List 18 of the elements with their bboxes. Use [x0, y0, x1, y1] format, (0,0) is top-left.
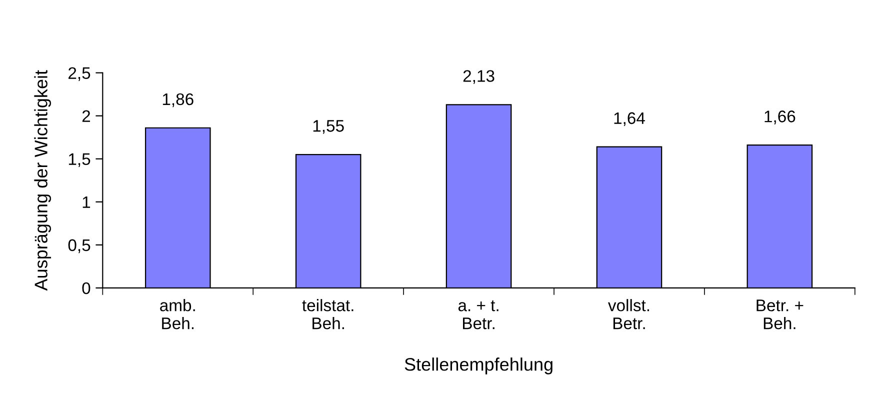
x-tick-label: Betr. + Beh. [756, 300, 804, 330]
y-tick-label: 0,5 [68, 239, 90, 254]
x-tick-label: teilstat. Beh. [302, 299, 354, 330]
y-tick-label: 1 [82, 196, 90, 208]
x-tick-label: amb. Beh. [160, 299, 195, 330]
y-tick-label: 0 [82, 282, 90, 294]
x-tick-label: vollst. Betr. [608, 299, 650, 330]
data-label: 1,86 [162, 93, 194, 108]
y-tick-label: 2 [82, 110, 90, 122]
x-tick-label: a. + t. Betr. [458, 300, 498, 330]
data-label: 1,64 [614, 112, 645, 126]
y-tick-label: 2,5 [68, 67, 90, 81]
y-axis-title: Ausprägung der Wichtigkeit [34, 70, 52, 291]
x-axis-title: Stellenempfehlung [404, 358, 552, 374]
y-tick-label: 1,5 [68, 153, 90, 168]
data-label: 1,66 [764, 110, 796, 124]
data-label: 1,55 [313, 120, 344, 134]
data-label: 2,13 [463, 70, 494, 84]
